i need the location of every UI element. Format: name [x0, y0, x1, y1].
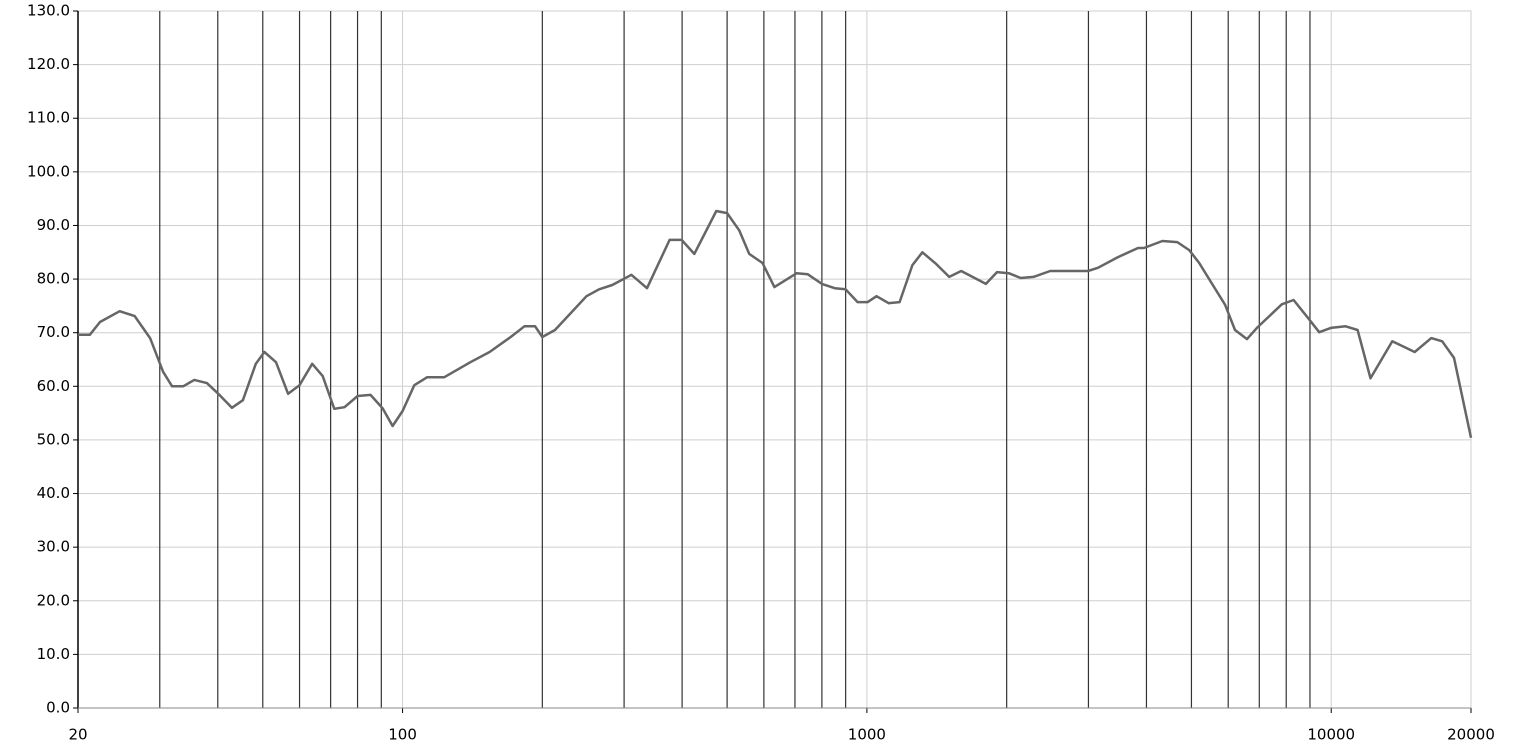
x-tick-label: 100 — [388, 726, 417, 744]
y-tick-label: 40.0 — [37, 484, 70, 502]
series-line — [78, 209, 1473, 439]
x-tick-label: 1000 — [848, 726, 886, 744]
y-tick-label: 120.0 — [27, 55, 70, 73]
y-tick-label: 60.0 — [37, 377, 70, 395]
y-tick-label: 20.0 — [37, 591, 70, 609]
plot-area — [77, 10, 1472, 709]
y-tick-label: 90.0 — [37, 216, 70, 234]
y-tick-label: 10.0 — [37, 645, 70, 663]
x-tick-label: 10000 — [1307, 726, 1355, 744]
y-tick-label: 100.0 — [27, 162, 70, 180]
y-tick-label: 50.0 — [37, 430, 70, 448]
y-tick-label: 110.0 — [27, 109, 70, 127]
y-tick-label: 70.0 — [37, 323, 70, 341]
y-tick-label: 130.0 — [27, 2, 70, 20]
y-tick-label: 80.0 — [37, 270, 70, 288]
y-tick-label: 30.0 — [37, 538, 70, 556]
x-tick-label: 20000 — [1447, 726, 1495, 744]
y-tick-label: 0.0 — [46, 699, 70, 717]
x-tick-label: 20 — [68, 726, 87, 744]
